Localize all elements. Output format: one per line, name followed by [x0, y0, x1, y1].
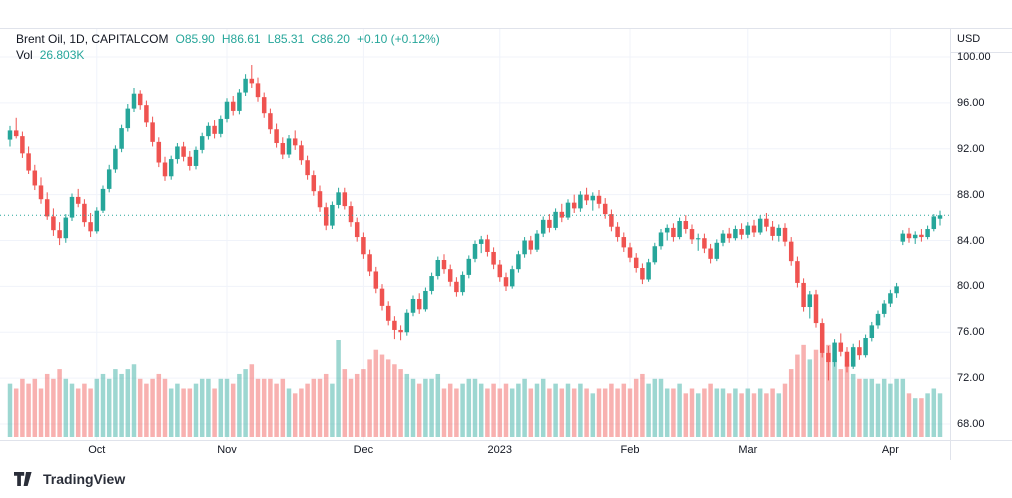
price-tick-label: 88.00	[957, 188, 985, 201]
price-tick-label: 84.00	[957, 234, 985, 247]
price-tick-label: 92.00	[957, 142, 985, 155]
price-tick-label: 100.00	[957, 51, 991, 63]
tradingview-logo-text: TradingView	[43, 471, 126, 487]
price-axis[interactable]: USD 100.00 96.00 92.00 88.00 84.00 80.00 76.00…	[950, 0, 1012, 440]
time-axis-label: 2023	[487, 444, 513, 456]
tradingview-logo-icon	[14, 472, 36, 486]
tradingview-logo[interactable]: TradingView	[14, 471, 125, 487]
ohlc-change: +0.10 (+0.12%)	[356, 32, 440, 46]
time-axis-label: Oct	[88, 444, 106, 456]
ohlc-open: O85.90	[175, 32, 215, 46]
price-tick-label: 76.00	[957, 326, 985, 339]
ohlc-low: L85.31	[267, 32, 305, 46]
time-axis-label: Mar	[738, 444, 758, 456]
price-tick-label: 80.00	[957, 280, 985, 293]
volume-value: 26.803K	[39, 48, 85, 62]
time-axis-label: Nov	[217, 444, 237, 456]
time-axis-label: Apr	[881, 444, 899, 456]
time-axis[interactable]: Oct Nov Dec 2023 Feb Mar Apr	[0, 440, 1012, 462]
volume-label: Vol	[16, 48, 33, 62]
price-tick-label: 72.00	[957, 372, 985, 385]
chart-legend: Brent Oil, 1D, CAPITALCOM O85.90 H86.61 …	[16, 31, 440, 63]
time-axis-label: Feb	[620, 444, 640, 456]
time-axis-label: Dec	[353, 444, 374, 456]
price-tick-label: 68.00	[957, 418, 985, 430]
price-tick-label: 96.00	[957, 96, 985, 109]
symbol-title[interactable]: Brent Oil, 1D, CAPITALCOM	[16, 32, 169, 46]
currency-label: USD	[957, 33, 981, 45]
ohlc-high: H86.61	[221, 32, 261, 46]
ohlc-close: C86.20	[311, 32, 350, 46]
